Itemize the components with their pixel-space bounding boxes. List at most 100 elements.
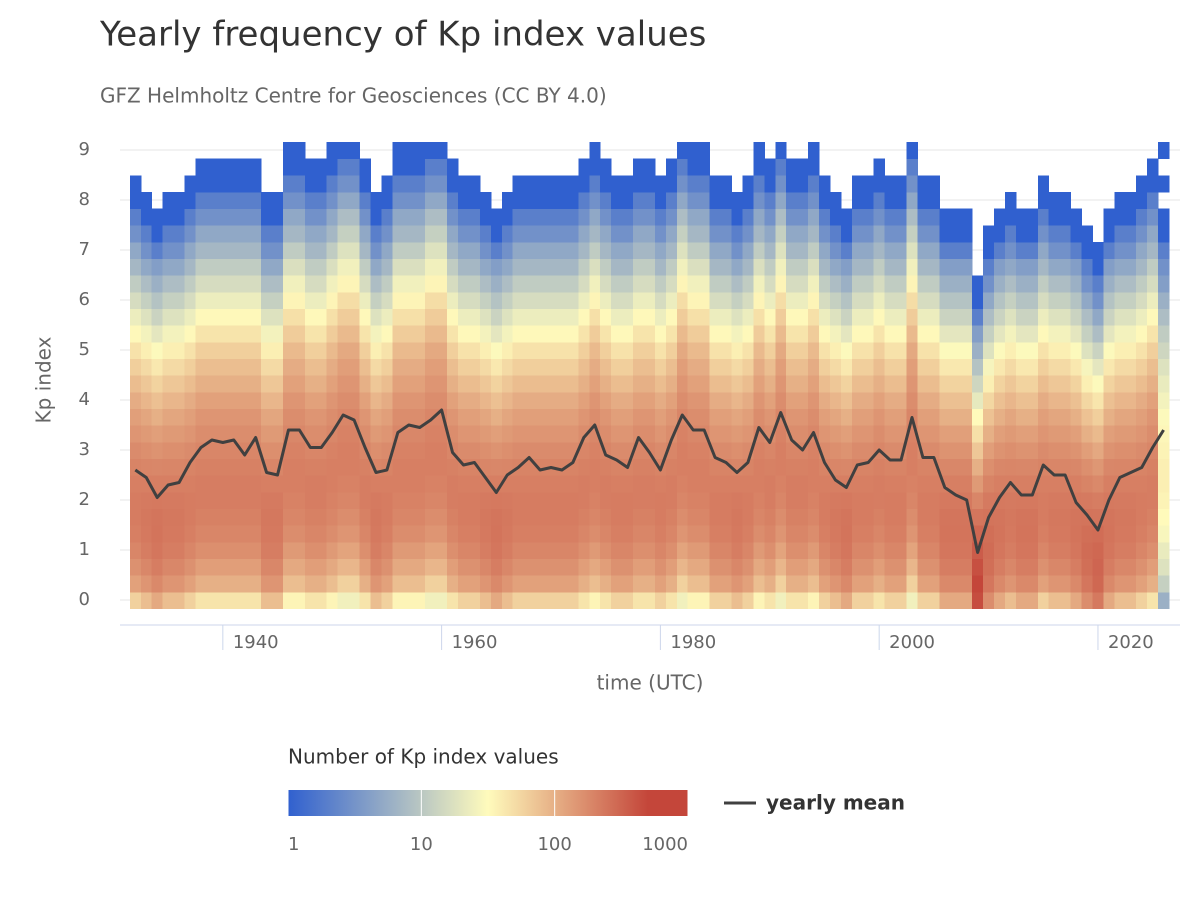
heatmap-cell — [261, 375, 273, 393]
heatmap-cell — [643, 475, 656, 493]
heatmap-cell — [403, 541, 415, 559]
heatmap-cell — [622, 275, 634, 293]
heatmap-cell — [272, 358, 284, 376]
heatmap-cell — [917, 208, 929, 226]
heatmap-cell — [654, 241, 667, 259]
heatmap-cell — [1158, 225, 1170, 243]
heatmap-cell — [1158, 258, 1170, 276]
heatmap-cell — [250, 275, 262, 293]
heatmap-cell — [392, 408, 404, 426]
heatmap-cell — [129, 475, 142, 493]
heatmap-cell — [556, 375, 568, 393]
heatmap-cell — [348, 541, 361, 559]
heatmap-cell — [1015, 491, 1028, 509]
heatmap-cell — [250, 375, 262, 393]
heatmap-cell — [851, 241, 864, 259]
heatmap-cell — [359, 408, 372, 426]
heatmap-cell — [917, 425, 929, 443]
heatmap-cell — [414, 341, 426, 359]
heatmap-cell — [797, 241, 809, 259]
heatmap-cell — [534, 508, 547, 526]
heatmap-cell — [129, 191, 142, 209]
heatmap-cell — [1015, 508, 1028, 526]
heatmap-cell — [512, 575, 525, 593]
heatmap-cell — [709, 208, 722, 226]
heatmap-cell — [304, 308, 317, 326]
heatmap-cell — [994, 408, 1006, 426]
heatmap-cell — [917, 408, 929, 426]
heatmap-cell — [217, 241, 229, 259]
heatmap-cell — [829, 358, 842, 376]
heatmap-cell — [731, 241, 743, 259]
heatmap-cell — [272, 391, 284, 409]
heatmap-cell — [819, 441, 831, 459]
heatmap-cell — [1147, 475, 1159, 493]
heatmap-cell — [326, 325, 339, 343]
heatmap-cell — [1015, 458, 1028, 476]
heatmap-cell — [600, 475, 612, 493]
heatmap-cell — [895, 441, 908, 459]
heatmap-cell — [140, 375, 153, 393]
heatmap-cell — [173, 575, 186, 593]
heatmap-cell — [1070, 558, 1083, 576]
heatmap-cell — [1004, 591, 1017, 609]
heatmap-cell — [873, 525, 886, 543]
heatmap-cell — [611, 275, 623, 293]
heatmap-cell — [293, 458, 306, 476]
heatmap-cell — [709, 425, 722, 443]
heatmap-cell — [337, 358, 350, 376]
heatmap-cell — [611, 558, 623, 576]
heatmap-cell — [1004, 458, 1017, 476]
heatmap-cell — [151, 541, 164, 559]
heatmap-cell — [228, 325, 240, 343]
heatmap-cell — [906, 525, 918, 543]
heatmap-cell — [1103, 225, 1115, 243]
heatmap-cell — [348, 391, 361, 409]
heatmap-cell — [239, 375, 251, 393]
heatmap-cell — [326, 408, 339, 426]
heatmap-cell — [326, 308, 339, 326]
heatmap-cell — [676, 441, 689, 459]
heatmap-cell — [370, 241, 382, 259]
heatmap-cell — [578, 208, 590, 226]
heatmap-cell — [1004, 391, 1017, 409]
heatmap-cell — [458, 491, 470, 509]
heatmap-cell — [589, 508, 601, 526]
heatmap-cell — [468, 541, 481, 559]
heatmap-cell — [600, 508, 612, 526]
heatmap-cell — [315, 241, 328, 259]
heatmap-cell — [1125, 425, 1137, 443]
heatmap-cell — [370, 541, 382, 559]
heatmap-cell — [162, 191, 175, 209]
heatmap-cell — [173, 508, 186, 526]
heatmap-cell — [261, 258, 273, 276]
heatmap-cell — [873, 291, 886, 309]
heatmap-cell — [1125, 275, 1137, 293]
heatmap-cell — [1081, 575, 1093, 593]
heatmap-cell — [643, 158, 656, 176]
heatmap-cell — [654, 325, 667, 343]
heatmap-cell — [917, 175, 929, 193]
heatmap-cell — [862, 275, 875, 293]
heatmap-cell — [961, 225, 973, 243]
heatmap-cell — [1070, 541, 1083, 559]
heatmap-cell — [819, 491, 831, 509]
heatmap-cell — [633, 158, 645, 176]
heatmap-cell — [775, 291, 787, 309]
heatmap-cell — [994, 458, 1006, 476]
heatmap-cell — [414, 175, 426, 193]
heatmap-cell — [184, 425, 196, 443]
heatmap-cell — [742, 475, 754, 493]
heatmap-cell — [458, 208, 470, 226]
heatmap-cell — [206, 441, 218, 459]
heatmap-cell — [764, 258, 776, 276]
heatmap-cell — [282, 541, 295, 559]
heatmap-cell — [250, 191, 262, 209]
heatmap-cell — [731, 325, 743, 343]
heatmap-cell — [282, 308, 295, 326]
heatmap-cell — [458, 425, 470, 443]
heatmap-cell — [1015, 558, 1028, 576]
heatmap-cell — [994, 258, 1006, 276]
heatmap-cell — [1015, 475, 1028, 493]
heatmap-cell — [753, 175, 765, 193]
